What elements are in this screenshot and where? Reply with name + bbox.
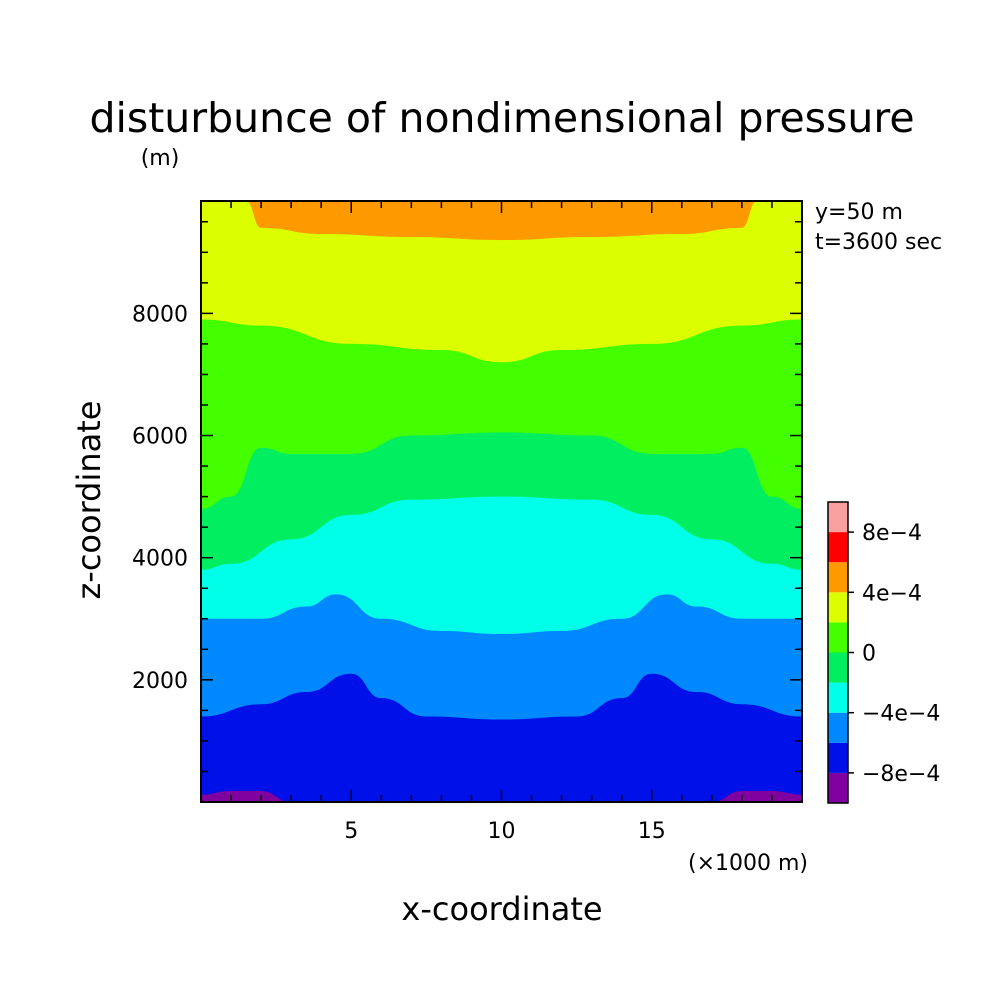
y-tick-label: 4000 bbox=[132, 547, 188, 572]
colorbar-swatch bbox=[828, 682, 848, 713]
contour-band-6 bbox=[246, 201, 757, 241]
y-unit-label: (m) bbox=[141, 146, 180, 171]
contour-fill-layer bbox=[201, 201, 802, 802]
colorbar-swatch bbox=[828, 592, 848, 623]
colorbar-tick-label: 4e−4 bbox=[862, 581, 922, 606]
colorbar-tick-label: −4e−4 bbox=[862, 702, 940, 727]
contour-band-5 bbox=[201, 201, 802, 363]
y-axis-label: z-coordinate bbox=[70, 400, 108, 599]
colorbar-swatch bbox=[828, 742, 848, 773]
chart-title: disturbunce of nondimensional pressure bbox=[89, 94, 914, 142]
y-tick-label: 8000 bbox=[132, 302, 188, 327]
colorbar: 8e−4 4e−4 0 −4e−4 −8e−4 bbox=[827, 501, 940, 804]
colorbar-swatch bbox=[828, 712, 848, 743]
annotation-t: t=3600 sec bbox=[815, 230, 942, 255]
x-axis-label: x-coordinate bbox=[401, 890, 602, 928]
colorbar-swatch bbox=[828, 652, 848, 683]
colorbar-swatch bbox=[828, 562, 848, 593]
y-tick-label: 2000 bbox=[132, 669, 188, 694]
colorbar-tick-label: 8e−4 bbox=[862, 521, 922, 546]
x-tick-label: 5 bbox=[344, 819, 358, 844]
colorbar-swatch bbox=[828, 502, 848, 533]
colorbar-tick-label: −8e−4 bbox=[862, 762, 940, 787]
colorbar-tick-label: 0 bbox=[862, 642, 876, 667]
x-unit-label: (×1000 m) bbox=[688, 851, 808, 876]
x-tick-label: 10 bbox=[488, 819, 516, 844]
x-tick-label: 15 bbox=[638, 819, 666, 844]
annotation-y: y=50 m bbox=[815, 200, 903, 225]
colorbar-swatch bbox=[828, 532, 848, 563]
colorbar-swatch bbox=[828, 622, 848, 653]
axes-layer: 5 10 15 2000 4000 6000 8000 bbox=[132, 201, 802, 844]
y-tick-label: 6000 bbox=[132, 425, 188, 450]
colorbar-swatch bbox=[828, 772, 848, 803]
